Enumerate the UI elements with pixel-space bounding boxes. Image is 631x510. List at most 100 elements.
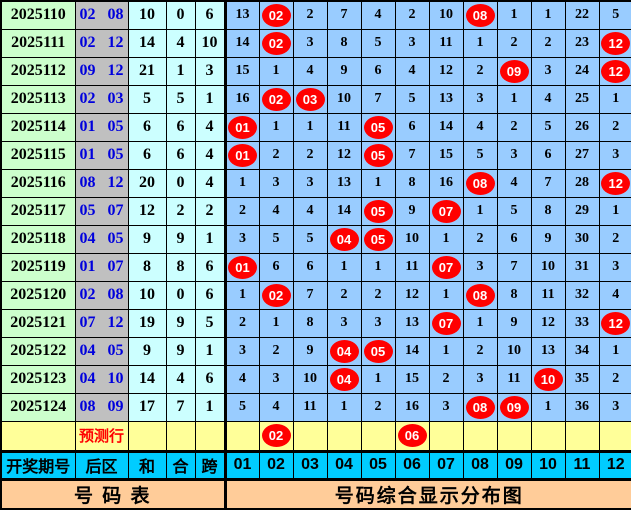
grid-cell: 12: [598, 56, 631, 86]
header-number: 11: [564, 449, 600, 480]
grid-cell: 2: [223, 308, 260, 338]
header-number: 12: [598, 449, 631, 480]
grid-cell: 07: [428, 308, 464, 338]
grid-cell: 03: [292, 84, 328, 114]
header-back-zone: 后区: [74, 449, 129, 480]
table-row: 2025116 08 12 20 0 4 1 3 3 13 1 8 16 08 4 7 28 12: [0, 168, 631, 198]
grid-cell: 14: [428, 112, 464, 142]
grid-cell: 2: [428, 364, 464, 394]
grid-cell: 9: [292, 336, 328, 366]
union-cell: 1: [165, 56, 196, 86]
grid-cell: 3: [462, 252, 498, 282]
grid-cell: 08: [462, 0, 498, 30]
header-union: 合: [165, 449, 196, 480]
grid-cell: 15: [428, 140, 464, 170]
sum-cell: 9: [127, 224, 167, 254]
grid-cell: 5: [258, 224, 294, 254]
sum-cell: 21: [127, 56, 167, 86]
union-cell: 4: [165, 28, 196, 58]
grid-cell: 1: [258, 112, 294, 142]
union-cell: 9: [165, 336, 196, 366]
period-cell: 2025121: [0, 308, 76, 338]
back-zone-cell: 09 12: [74, 56, 129, 86]
number-ball: 12: [601, 59, 631, 83]
grid-cell: 5: [598, 0, 631, 30]
grid-cell: 1: [428, 280, 464, 310]
number-ball: 09: [499, 59, 529, 83]
union-cell: 9: [165, 224, 196, 254]
grid-cell: 13: [223, 0, 260, 30]
grid-cell: 3: [258, 168, 294, 198]
table-row: 2025124 08 09 17 7 1 5 4 11 1 2 16 3 08 09 1 36 3: [0, 392, 631, 422]
grid-cell: 16: [428, 168, 464, 198]
number-ball: 09: [499, 395, 529, 419]
span-cell: 5: [194, 308, 226, 338]
back-zone-cell: 04 10: [74, 364, 129, 394]
header-row: 开奖期号 后区和合跨 01 02 03 04 05 06 07 08 09 10 11 12: [0, 449, 631, 480]
grid-cell: 29: [564, 196, 600, 226]
back-zone-cell: 02 08: [74, 0, 129, 30]
grid-cell: 34: [564, 336, 600, 366]
back-zone-number: 02: [79, 34, 96, 51]
grid-cell: 16: [223, 84, 260, 114]
grid-cell: 3: [258, 364, 294, 394]
table-row: 2025121 07 12 19 9 5 2 1 8 3 3 13 07 1 9 12 33 12: [0, 308, 631, 338]
grid-cell: 3: [292, 168, 328, 198]
grid-cell: 3: [428, 392, 464, 422]
grid-cell: 7: [394, 140, 430, 170]
grid-cell: 11: [530, 280, 566, 310]
header-number: 04: [326, 449, 362, 480]
period-cell: 2025110: [0, 0, 76, 30]
back-zone-cell: 08 09: [74, 392, 129, 422]
table-row: 2025114 01 05 6 6 4 01 1 1 11 05 6 14 4 2 5 26 2: [0, 112, 631, 142]
number-ball: 02: [261, 283, 291, 307]
grid-cell: 12: [598, 28, 631, 58]
grid-cell: 2: [360, 280, 396, 310]
prediction-row: 预测行 02 06: [0, 420, 631, 452]
grid-cell: 3: [496, 140, 532, 170]
number-ball: 07: [431, 311, 461, 335]
sum-cell: 8: [127, 252, 167, 282]
number-ball: 05: [363, 339, 393, 363]
grid-cell: 3: [292, 28, 328, 58]
back-zone-number: 09: [107, 398, 124, 415]
grid-cell: 2: [223, 196, 260, 226]
grid-cell: [598, 420, 631, 452]
grid-cell: 30: [564, 224, 600, 254]
grid-cell: 2: [462, 336, 498, 366]
grid-cell: [530, 420, 566, 452]
grid-cell: 3: [462, 84, 498, 114]
grid-cell: 2: [530, 28, 566, 58]
grid-cell: 08: [462, 392, 498, 422]
grid-cell: 1: [496, 84, 532, 114]
back-zone-numbers: 04 05: [76, 230, 127, 248]
header-number: 06: [394, 449, 430, 480]
grid-cell: 3: [598, 392, 631, 422]
back-zone-number: 07: [79, 314, 96, 331]
grid-cell: [326, 420, 362, 452]
grid-cell: 7: [326, 0, 362, 30]
back-zone-numbers: 02 08: [76, 6, 127, 24]
grid-cell: 26: [564, 112, 600, 142]
number-ball: 04: [329, 367, 359, 391]
grid-cell: 15: [223, 56, 260, 86]
header-number: 09: [496, 449, 532, 480]
grid-cell: [462, 420, 498, 452]
grid-cell: [564, 420, 600, 452]
period-cell: 2025113: [0, 84, 76, 114]
grid-cell: 3: [598, 252, 631, 282]
grid-cell: 1: [258, 56, 294, 86]
grid-cell: 1: [360, 364, 396, 394]
grid-cell: 3: [598, 140, 631, 170]
number-ball: 08: [465, 3, 495, 27]
grid-cell: 1: [530, 392, 566, 422]
grid-cell: 1: [428, 224, 464, 254]
span-cell: 4: [194, 112, 226, 142]
grid-cell: 6: [496, 224, 532, 254]
table-row: 2025111 02 12 14 4 10 14 02 3 8 5 3 11 1 2 2 23 12: [0, 28, 631, 58]
grid-cell: 05: [360, 336, 396, 366]
sum-cell: 20: [127, 168, 167, 198]
grid-cell: 06: [394, 420, 430, 452]
back-zone-numbers: 09 12: [76, 62, 127, 80]
